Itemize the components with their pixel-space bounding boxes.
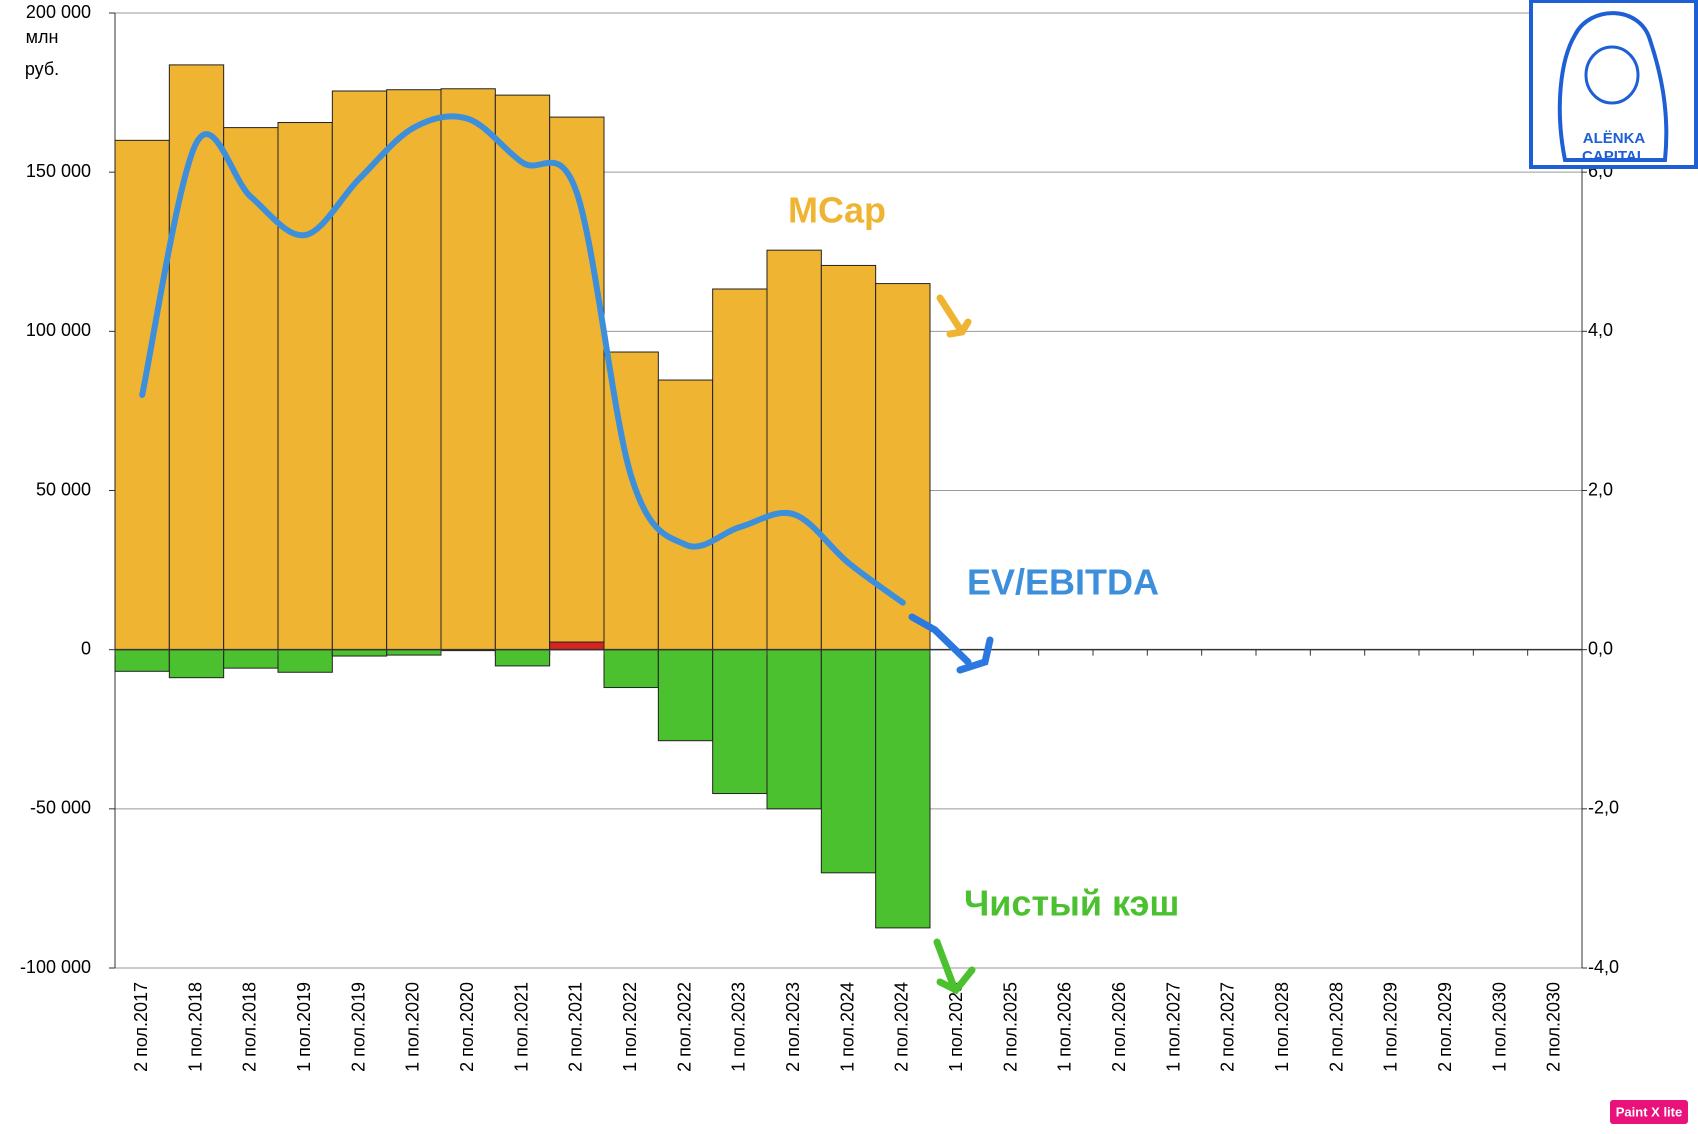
bar	[657, 649, 714, 742]
hand-arrow	[933, 938, 976, 995]
y2-tick-label: 0,0	[1588, 638, 1613, 658]
x-tick-label: 2 пол.2029	[1435, 982, 1455, 1072]
series-annotation: MCap	[788, 190, 886, 231]
x-tick-label: 2 пол.2030	[1544, 982, 1564, 1072]
bar	[114, 649, 170, 672]
x-tick-label: 2 пол.2019	[348, 982, 368, 1072]
x-tick-label: 1 пол.2022	[620, 982, 640, 1072]
plot-area: -100 000 -50 000 0 50 000 100 000 150 000 200 …	[20, 2, 1619, 1072]
y2-tick-label: -4,0	[1588, 957, 1619, 977]
bar	[168, 64, 225, 651]
x-tick-label: 2 пол.2022	[674, 982, 694, 1072]
logo-frame	[1529, 0, 1698, 169]
x-tick-label: 2 пол.2021	[566, 982, 586, 1072]
x-tick-label: 2 пол.2025	[1000, 982, 1020, 1072]
x-tick-label: 2 пол.2017	[131, 982, 151, 1072]
x-tick-label: 1 пол.2024	[837, 982, 857, 1072]
bar	[168, 649, 225, 679]
x-tick-label: 2 пол.2027	[1218, 982, 1238, 1072]
bar	[494, 649, 551, 667]
y2-tick-label: 4,0	[1588, 320, 1613, 340]
bar	[223, 649, 279, 669]
bar	[875, 283, 931, 651]
line	[139, 113, 906, 606]
bar	[766, 649, 822, 810]
x-tick-label: 1 пол.2027	[1163, 982, 1183, 1072]
x-tick-label: 1 пол.2020	[403, 982, 423, 1072]
bar	[440, 88, 496, 651]
watermark-badge	[1610, 1100, 1688, 1124]
y2-tick-label: -2,0	[1588, 798, 1619, 818]
x-tick-label: 1 пол.2019	[294, 982, 314, 1072]
watermark: Paint X lite	[1616, 1104, 1682, 1119]
x-tick-label: 1 пол.2028	[1272, 982, 1292, 1072]
bar	[386, 649, 442, 656]
x-tick-label: 1 пол.2021	[511, 982, 531, 1072]
x-tick-label: 2 пол.2020	[457, 982, 477, 1072]
y-tick-label: 200 000	[26, 2, 91, 22]
x-tick-label: 1 пол.2018	[185, 982, 205, 1072]
logo-face	[1584, 45, 1640, 105]
y2-tick-label: 2,0	[1588, 479, 1613, 499]
bar	[657, 379, 714, 651]
logo-text: ALËNKA	[1583, 130, 1646, 147]
bar	[277, 122, 333, 651]
x-tick-label: 1 пол.2023	[729, 982, 749, 1072]
y-tick-label: -100 000	[20, 957, 91, 977]
x-tick-label: 2 пол.2024	[892, 982, 912, 1072]
logo: ALËNKA CAPITAL	[1529, 0, 1698, 169]
x-tick-label: 1 пол.2030	[1489, 982, 1509, 1072]
hand-arrow	[908, 613, 994, 674]
bar	[386, 89, 442, 651]
x-tick-label: 1 пол.2029	[1381, 982, 1401, 1072]
series-annotation: Чистый кэш	[964, 883, 1179, 924]
logo-shape	[1557, 11, 1669, 162]
bar	[820, 264, 877, 651]
y-tick-label: 100 000	[26, 320, 91, 340]
bar	[820, 649, 877, 874]
x-tick-label: 2 пол.2018	[240, 982, 260, 1072]
hand-arrow	[936, 294, 972, 338]
x-tick-label: 2 пол.2023	[783, 982, 803, 1072]
bar	[766, 249, 822, 651]
x-tick-label: 2 пол.2026	[1109, 982, 1129, 1072]
y-tick-label: -50 000	[30, 798, 91, 818]
bar	[875, 649, 931, 929]
y-unit-label: млн	[26, 27, 59, 47]
bar	[223, 127, 279, 651]
y-tick-label: 50 000	[36, 479, 91, 499]
bar	[494, 94, 551, 651]
bar	[712, 649, 768, 795]
y-unit-label: руб.	[25, 59, 59, 79]
y-tick-label: 0	[81, 638, 91, 658]
x-tick-label: 2 пол.2028	[1326, 982, 1346, 1072]
bar	[549, 641, 605, 651]
bar	[712, 288, 768, 651]
bar	[603, 649, 659, 689]
y-tick-label: 150 000	[26, 161, 91, 181]
bar	[277, 649, 333, 673]
series-annotation: EV/EBITDA	[967, 562, 1159, 603]
logo-text: CAPITAL	[1582, 148, 1646, 165]
x-tick-label: 1 пол.2025	[946, 982, 966, 1072]
bar	[331, 649, 388, 657]
x-tick-label: 1 пол.2026	[1055, 982, 1075, 1072]
bar	[331, 90, 388, 651]
